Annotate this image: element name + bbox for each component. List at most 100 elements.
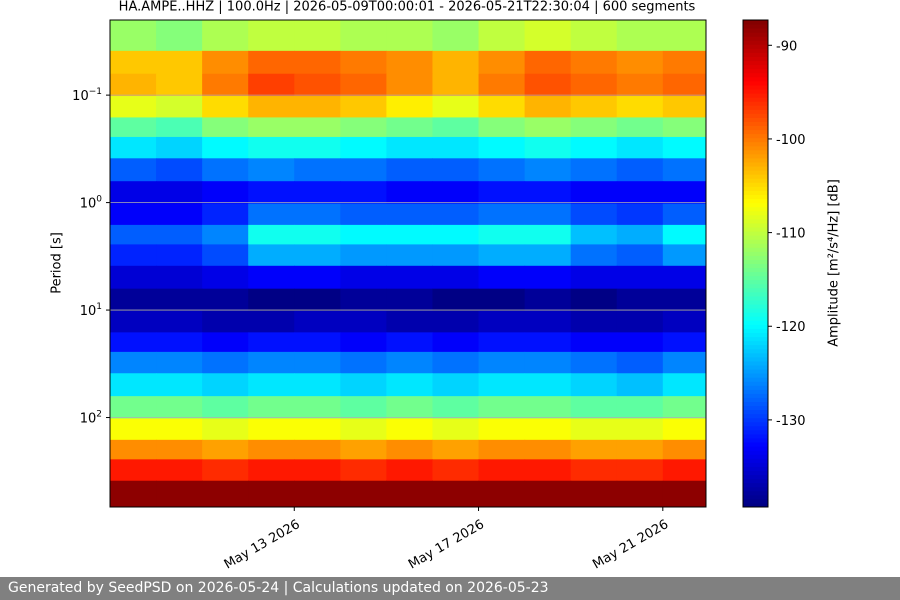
heat-cell <box>478 158 526 182</box>
heat-cell <box>202 20 249 52</box>
heat-cell <box>340 459 387 482</box>
colorbar-swatch <box>743 194 768 200</box>
heat-cell <box>570 332 618 353</box>
heat-cell <box>248 224 295 245</box>
heat-cell <box>294 203 341 226</box>
heat-cell <box>616 418 664 441</box>
heat-cell <box>294 224 341 245</box>
heat-cell <box>110 459 157 482</box>
heat-cell <box>202 310 249 333</box>
colorbar-swatch <box>743 271 768 277</box>
colorbar-swatch <box>743 48 768 53</box>
y-tick-exponent: 0 <box>96 195 102 205</box>
heat-cell <box>156 117 203 138</box>
heat-cell <box>616 373 664 397</box>
heat-cell <box>386 332 433 353</box>
heat-cell <box>248 351 295 374</box>
heat-cell <box>570 418 618 441</box>
heat-cell <box>570 396 618 419</box>
heat-cell <box>570 244 618 267</box>
heat-cell <box>156 288 203 312</box>
heat-cell <box>662 20 706 52</box>
colorbar-swatch <box>743 405 768 411</box>
heat-cell <box>478 244 526 267</box>
x-tick-label: May 21 2026 <box>590 517 671 572</box>
chart: HA.AMPE..HHZ | 100.0Hz | 2026-05-09T00:0… <box>50 0 842 572</box>
heat-cell <box>662 73 706 97</box>
colorbar-swatch <box>743 393 768 398</box>
heat-cell <box>478 351 526 374</box>
colorbar-swatch <box>743 389 768 394</box>
heat-cell <box>524 158 572 182</box>
colorbar-swatch <box>743 356 768 362</box>
heat-cell <box>110 418 157 441</box>
colorbar-swatch <box>743 474 768 480</box>
heat-cell <box>524 439 572 460</box>
heat-cell <box>386 351 433 374</box>
colorbar-swatch <box>743 324 768 329</box>
heat-cell <box>478 439 526 460</box>
heat-cell <box>202 50 249 75</box>
heat-cell <box>478 265 526 290</box>
heat-cell <box>662 158 706 182</box>
colorbar-swatch <box>743 117 768 122</box>
heat-cell <box>110 480 157 507</box>
colorbar-swatch <box>743 76 768 82</box>
heat-cell <box>616 310 664 333</box>
heat-cell <box>202 136 249 159</box>
colorbar-swatch <box>743 364 768 370</box>
colorbar-swatch <box>743 24 768 29</box>
heat-cell <box>340 224 387 245</box>
heat-cell <box>110 373 157 397</box>
colorbar-swatch <box>743 52 768 58</box>
heat-cell <box>202 96 249 118</box>
heat-cell <box>662 288 706 312</box>
heat-cell <box>294 459 341 482</box>
heat-cell <box>340 418 387 441</box>
colorbar-swatch <box>743 80 768 86</box>
colorbar-swatch <box>743 340 768 346</box>
heat-cell <box>616 158 664 182</box>
heat-cell <box>662 396 706 419</box>
heat-cell <box>432 459 480 482</box>
heat-cell <box>432 332 480 353</box>
colorbar-swatch <box>743 263 768 269</box>
colorbar-swatch <box>743 68 768 74</box>
colorbar-swatch <box>743 64 768 70</box>
heat-cell <box>478 136 526 159</box>
colorbar-tick-label: -100 <box>776 133 806 148</box>
heat-cell <box>202 351 249 374</box>
colorbar-swatch <box>743 198 768 204</box>
colorbar-swatch <box>743 458 768 463</box>
heat-cell <box>202 418 249 441</box>
heat-cell <box>478 373 526 397</box>
heat-cell <box>156 203 203 226</box>
heat-cell <box>432 310 480 333</box>
heat-cell <box>662 117 706 138</box>
colorbar-swatch <box>743 275 768 281</box>
y-tick-exponent: 1 <box>96 302 102 312</box>
colorbar-swatch <box>743 425 768 431</box>
heat-cell <box>340 96 387 118</box>
heat-cell <box>386 96 433 118</box>
heat-cell <box>570 96 618 118</box>
heat-cell <box>386 181 433 205</box>
colorbar-label: Amplitude [m²/s⁴/Hz] [dB] <box>827 179 842 347</box>
plot-frame <box>109 19 707 508</box>
heat-cell <box>248 373 295 397</box>
heat-cell <box>156 181 203 205</box>
y-tick-label: 100 <box>80 195 103 212</box>
heat-cell <box>248 332 295 353</box>
colorbar-swatch <box>743 482 768 488</box>
colorbar-swatch <box>743 72 768 78</box>
heat-cell <box>156 224 203 245</box>
heat-cell <box>340 351 387 374</box>
heat-cell <box>110 136 157 159</box>
heat-cell <box>248 439 295 460</box>
heat-cell <box>524 224 572 245</box>
heat-cell <box>432 418 480 441</box>
colorbar-swatch <box>743 466 768 471</box>
heat-cell <box>662 181 706 205</box>
y-tick-label: 10−1 <box>72 87 102 104</box>
heat-cell <box>662 310 706 333</box>
